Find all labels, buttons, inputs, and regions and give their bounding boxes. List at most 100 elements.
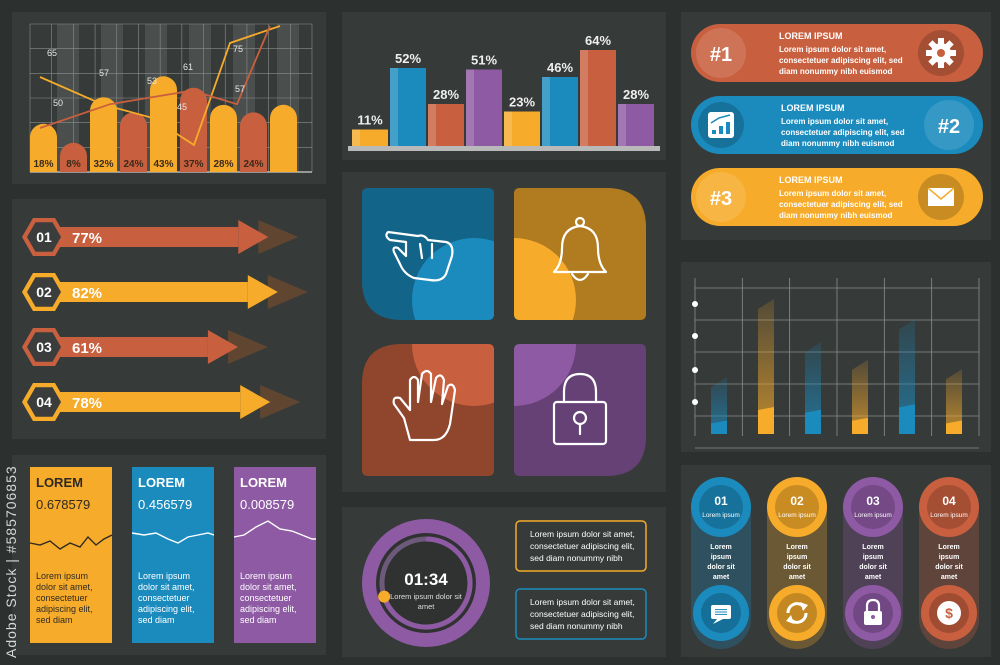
tile-1 bbox=[362, 188, 494, 320]
gradient-bar-chart-panel bbox=[681, 262, 991, 452]
chat-icon bbox=[711, 605, 731, 624]
combo-bar bbox=[270, 104, 297, 172]
step-text: Lorem bbox=[938, 544, 959, 551]
combo-bar-label: 8% bbox=[66, 159, 81, 170]
envelope bbox=[928, 188, 954, 206]
arrow-shadow bbox=[258, 220, 299, 254]
step-text: dolor sit bbox=[707, 564, 735, 571]
finger-line bbox=[418, 242, 424, 260]
arrow-head bbox=[238, 220, 269, 254]
percent-bar bbox=[466, 69, 502, 146]
step-text: Lorem bbox=[786, 544, 807, 551]
timer-face bbox=[376, 533, 476, 633]
card-text: sed diam bbox=[138, 615, 175, 625]
arrow-shaft bbox=[42, 282, 248, 302]
axis-dot bbox=[692, 301, 698, 307]
gradient-bar-fill bbox=[946, 420, 962, 434]
card-sparkline bbox=[29, 534, 113, 550]
ribbon-text: Lorem ipsum dolor sit amet, bbox=[779, 45, 886, 54]
ribbon-bar bbox=[691, 168, 983, 226]
step-number: 02 bbox=[790, 494, 804, 508]
line-point-label: 61 bbox=[183, 62, 193, 72]
icon-tiles bbox=[362, 188, 646, 476]
line-series-rust bbox=[39, 25, 271, 129]
percent-bar-label: 52% bbox=[395, 51, 421, 66]
combo-chart-panel: 18% 8% 32% 24% 43% 37% 28% 24% 65 57 53 45 75 50 61 57 bbox=[12, 12, 326, 184]
card-text: adipiscing elit, bbox=[36, 604, 93, 614]
step-text: Lorem bbox=[862, 544, 883, 551]
text-box-line: Lorem ipsum dolor sit amet, bbox=[530, 529, 635, 539]
ribbon-title: LOREM IPSUM bbox=[781, 103, 845, 113]
ribbon-num-ring bbox=[696, 172, 746, 222]
percent-bar-highlight bbox=[428, 104, 436, 146]
ribbon-text: diam nonummy nibh euismod bbox=[781, 139, 894, 148]
text-box-line: sed diam nonummy nibh bbox=[530, 621, 623, 631]
refresh-arrow bbox=[800, 602, 808, 611]
text-box-line: consectetuer adipiscing elit, bbox=[530, 609, 634, 619]
line-point-label: 45 bbox=[177, 102, 187, 112]
arrow-percent: 77% bbox=[72, 230, 102, 247]
arrows-panel: 01 77% 02 82% 03 61% 04 78% bbox=[12, 199, 326, 439]
arrow-number: 03 bbox=[36, 339, 52, 355]
padlock-icon bbox=[552, 372, 608, 446]
step-text: ipsum bbox=[863, 554, 884, 561]
hexagon-inner bbox=[27, 332, 61, 362]
ribbon-text: consectetuer adipiscing elit, sed bbox=[779, 56, 903, 65]
steps-panel: 01 Lorem ipsum Lorem ipsum dolor sit amet 02 Lo… bbox=[681, 465, 991, 657]
gradient-bar-fill bbox=[711, 420, 727, 434]
percent-bar-label: 28% bbox=[433, 87, 459, 102]
text-box bbox=[515, 520, 647, 572]
value-cards-panel: LOREM 0.678579 Lorem ipsum dolor sit amet, c… bbox=[12, 455, 326, 655]
gradient-bar bbox=[758, 299, 774, 434]
arrow-number: 02 bbox=[36, 284, 52, 300]
step-01: 01 Lorem ipsum Lorem ipsum dolor sit amet bbox=[691, 477, 751, 649]
percent-arrows: 01 77% 02 82% 03 61% 04 78% bbox=[22, 217, 308, 422]
percent-bar-highlight bbox=[352, 129, 360, 146]
card-bg bbox=[132, 467, 214, 643]
axis-dot bbox=[692, 399, 698, 405]
percent-bar bbox=[580, 50, 616, 146]
lock-keyhole bbox=[871, 615, 875, 619]
combo-bar-label: 24% bbox=[243, 159, 263, 170]
lock-shackle bbox=[865, 598, 881, 611]
step-text: amet bbox=[865, 574, 882, 581]
gradient-bar bbox=[946, 369, 962, 434]
percent-bar bbox=[352, 129, 388, 146]
ribbon-text: Lorem ipsum dolor sit amet, bbox=[781, 117, 888, 126]
step-number-caption: Lorem ipsum bbox=[930, 512, 968, 519]
ribbon-title: LOREM IPSUM bbox=[779, 31, 843, 41]
palm-outline bbox=[392, 369, 457, 442]
step-text: dolor sit bbox=[783, 564, 811, 571]
icon-bar bbox=[719, 126, 723, 134]
numbered-steps: 01 Lorem ipsum Lorem ipsum dolor sit amet 02 Lo… bbox=[691, 477, 979, 649]
ribbon-number: #1 bbox=[710, 44, 732, 66]
padlock-shackle bbox=[562, 372, 598, 404]
percent-bar-label: 51% bbox=[471, 53, 497, 68]
percent-bar bbox=[428, 104, 464, 146]
card-title: LOREM bbox=[240, 475, 287, 490]
line-point-label: 57 bbox=[99, 68, 109, 78]
step-top-inner bbox=[927, 485, 971, 529]
gear-tooth bbox=[938, 38, 944, 46]
gradient-bar bbox=[852, 359, 868, 434]
gradient-bar-fill bbox=[805, 409, 821, 434]
tile-4 bbox=[514, 344, 646, 476]
step-text: ipsum bbox=[787, 554, 808, 561]
chat-tail bbox=[713, 619, 723, 624]
card-value: 0.456579 bbox=[138, 497, 192, 512]
line-point-label: 53 bbox=[147, 76, 157, 86]
timer-caption: Lorem ipsum dolor sit bbox=[390, 592, 463, 601]
lock-icon bbox=[864, 598, 882, 625]
card-text: sed diam bbox=[36, 615, 73, 625]
ribbon-text: diam nonummy nibh euismod bbox=[779, 211, 892, 220]
timer-knob bbox=[378, 590, 391, 603]
percent-bar bbox=[504, 111, 540, 146]
step-03: 03 Lorem ipsum Lorem ipsum dolor sit amet bbox=[843, 477, 903, 649]
card-value: 0.678579 bbox=[36, 497, 90, 512]
icon-frame bbox=[708, 112, 734, 138]
percent-bar-chart-panel: 11% 52% 28% 51% 23% 46% 64% 28% bbox=[342, 12, 666, 160]
step-number: 04 bbox=[942, 494, 956, 508]
